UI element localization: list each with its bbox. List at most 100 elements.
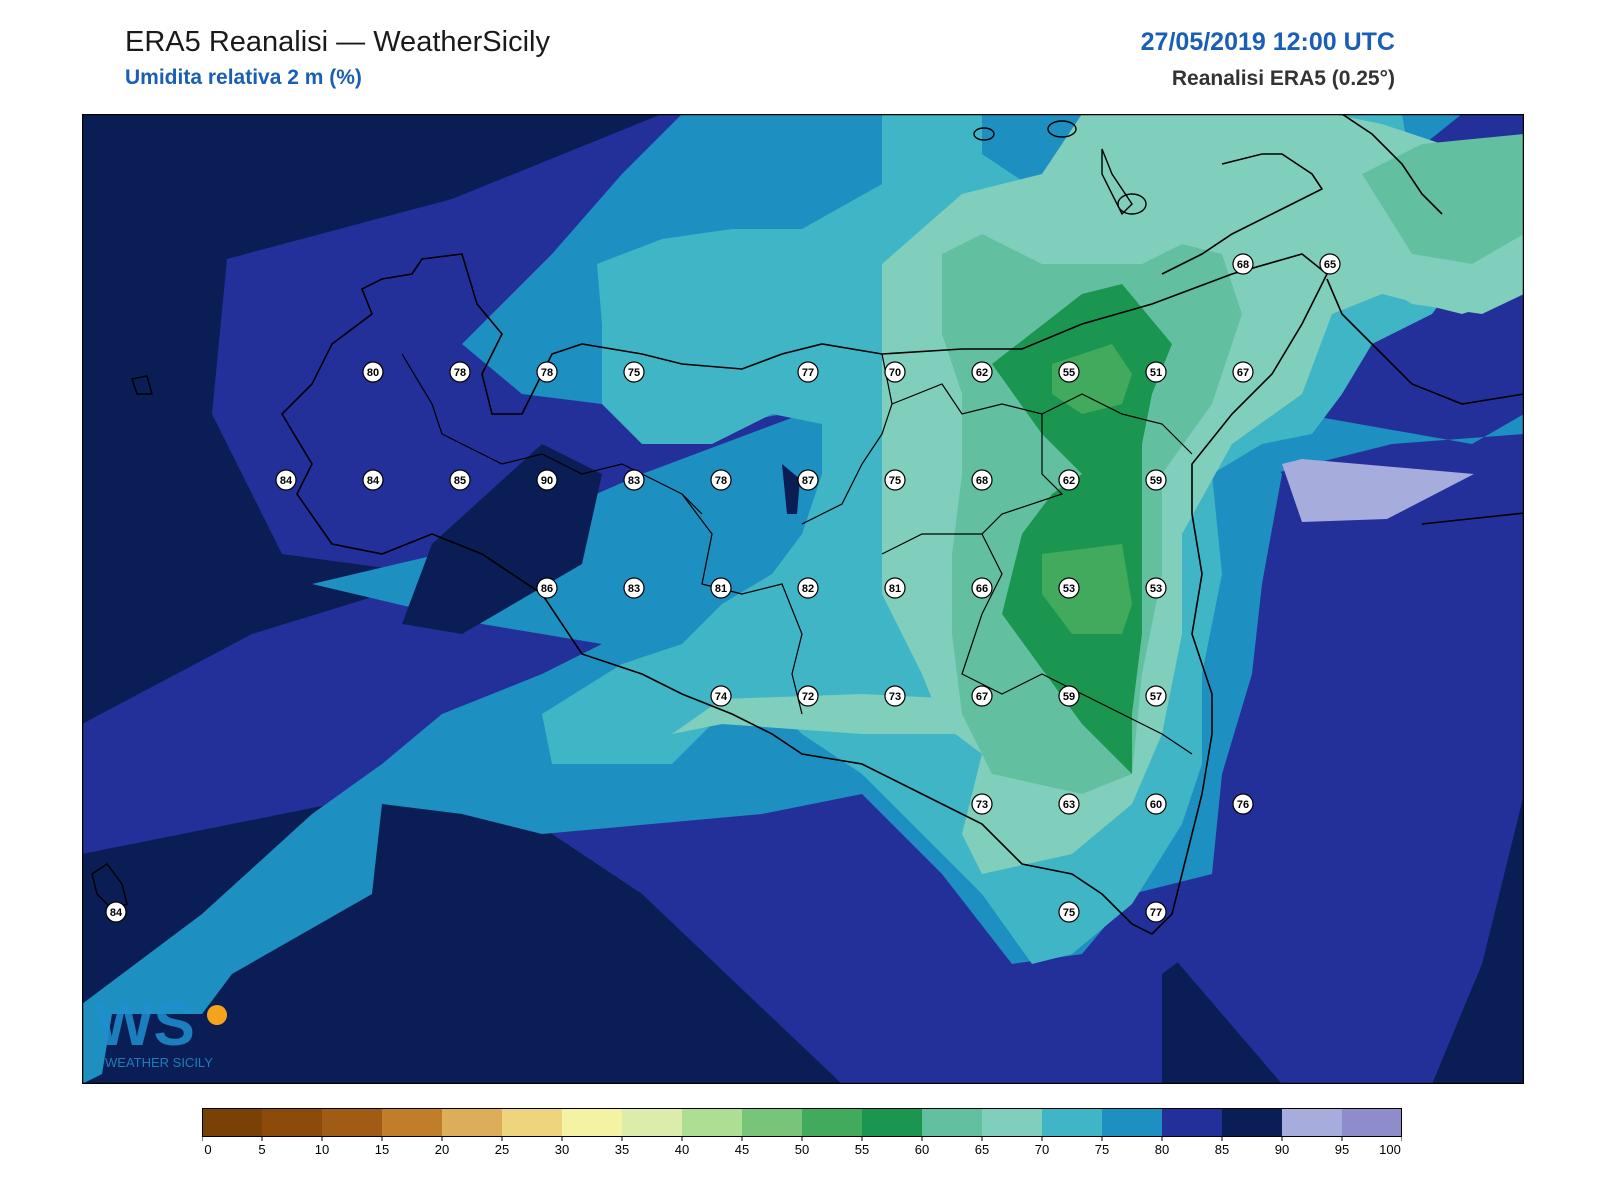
colorbar-swatch	[622, 1108, 682, 1136]
logo-letters: WS	[95, 990, 195, 1059]
station-value: 84	[367, 475, 380, 487]
station-circle	[971, 793, 993, 815]
colorbar-tick-label: 90	[1275, 1142, 1289, 1157]
station-value: 83	[628, 475, 640, 487]
station-markers: 68 65 80 78 78 75 77 70 62 55 51 67 84 84 85 90 83 78 87 75…	[105, 253, 1341, 923]
colorbar-tick-label: 35	[615, 1142, 629, 1157]
colorbar-swatch	[262, 1108, 322, 1136]
station-value: 75	[628, 367, 640, 379]
station-circle	[971, 469, 993, 491]
map-title: ERA5 Reanalisi — WeatherSicily	[125, 26, 550, 58]
colorbar-tick-label: 65	[975, 1142, 989, 1157]
station-value: 81	[715, 583, 727, 595]
station-circle	[536, 361, 558, 383]
station-value: 78	[541, 367, 553, 379]
station-marker: 77	[1145, 901, 1167, 923]
station-marker: 67	[971, 685, 993, 707]
station-circle	[971, 685, 993, 707]
station-value: 66	[976, 583, 988, 595]
station-circle	[1145, 685, 1167, 707]
station-value: 87	[802, 475, 814, 487]
colorbar-swatch	[742, 1108, 802, 1136]
station-marker: 80	[362, 361, 384, 383]
colorbar-swatch	[682, 1108, 742, 1136]
station-marker: 81	[710, 577, 732, 599]
colorbar-tick-label: 40	[675, 1142, 689, 1157]
colorbar-swatch	[1162, 1108, 1222, 1136]
station-circle	[275, 469, 297, 491]
humidity-band-50-55	[1042, 544, 1132, 634]
station-circle	[623, 577, 645, 599]
map-frame	[82, 114, 1524, 1084]
station-marker: 72	[797, 685, 819, 707]
station-marker: 68	[1232, 253, 1254, 275]
station-circle	[797, 469, 819, 491]
station-value: 68	[976, 475, 988, 487]
station-circle	[623, 361, 645, 383]
colorbar-swatch	[862, 1108, 922, 1136]
station-marker: 59	[1145, 469, 1167, 491]
station-value: 65	[1324, 259, 1336, 271]
station-marker: 63	[1058, 793, 1080, 815]
station-marker: 78	[710, 469, 732, 491]
station-circle	[362, 469, 384, 491]
station-marker: 60	[1145, 793, 1167, 815]
colorbar-swatch	[1342, 1108, 1402, 1136]
station-marker: 76	[1232, 793, 1254, 815]
station-circle	[1058, 793, 1080, 815]
station-marker: 75	[884, 469, 906, 491]
station-value: 78	[454, 367, 466, 379]
station-value: 67	[1237, 367, 1249, 379]
aeolian-islands	[973, 120, 1147, 216]
station-marker: 66	[971, 577, 993, 599]
station-marker: 70	[884, 361, 906, 383]
humidity-band-60-65	[1362, 134, 1524, 264]
station-marker: 62	[971, 361, 993, 383]
province-borders	[401, 353, 1193, 755]
colorbar-swatch	[202, 1108, 262, 1136]
station-circle	[536, 469, 558, 491]
station-circle	[1232, 793, 1254, 815]
station-circle	[884, 469, 906, 491]
station-marker: 84	[362, 469, 384, 491]
colorbar-tick-label: 85	[1215, 1142, 1229, 1157]
station-value: 62	[1063, 475, 1075, 487]
station-value: 53	[1150, 583, 1162, 595]
colorbar-tick-label: 45	[735, 1142, 749, 1157]
station-marker: 81	[884, 577, 906, 599]
station-value: 59	[1063, 691, 1075, 703]
station-value: 67	[976, 691, 988, 703]
data-source-label: Reanalisi ERA5 (0.25°)	[1171, 67, 1395, 90]
station-circle	[971, 361, 993, 383]
station-circle	[1145, 577, 1167, 599]
station-marker: 59	[1058, 685, 1080, 707]
station-circle	[1232, 361, 1254, 383]
station-value: 85	[454, 475, 466, 487]
sun-icon	[207, 1005, 227, 1025]
station-circle	[1145, 793, 1167, 815]
station-circle	[1319, 253, 1341, 275]
egadi-outline	[131, 375, 153, 395]
station-marker: 53	[1145, 577, 1167, 599]
colorbar-tick-label: 5	[258, 1142, 265, 1157]
colorbar-swatch	[502, 1108, 562, 1136]
station-value: 57	[1150, 691, 1162, 703]
station-marker: 84	[275, 469, 297, 491]
station-value: 73	[976, 799, 988, 811]
pantelleria-outline	[91, 863, 128, 910]
station-marker: 90	[536, 469, 558, 491]
station-marker: 75	[623, 361, 645, 383]
colorbar-tick-label: 55	[855, 1142, 869, 1157]
station-marker: 74	[710, 685, 732, 707]
station-circle	[1145, 901, 1167, 923]
station-value: 68	[1237, 259, 1249, 271]
humidity-colorbar: 0 5 10 15 20 25 30 35 40 45 50 55 60 65 70 75 80 85 90 95 10…	[202, 1108, 1402, 1157]
station-value: 77	[1150, 907, 1162, 919]
station-circle	[1058, 685, 1080, 707]
station-circle	[797, 577, 819, 599]
station-value: 60	[1150, 799, 1162, 811]
colorbar-tick-label: 70	[1035, 1142, 1049, 1157]
station-value: 80	[367, 367, 379, 379]
colorbar-tick-label: 20	[435, 1142, 449, 1157]
station-circle	[710, 577, 732, 599]
